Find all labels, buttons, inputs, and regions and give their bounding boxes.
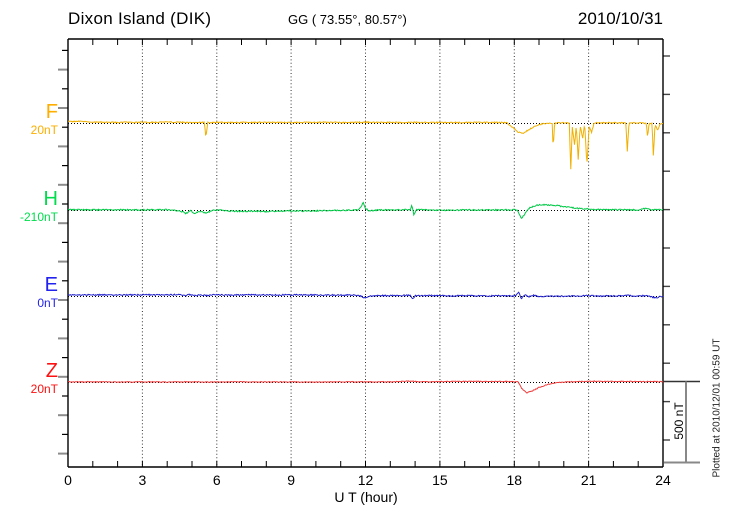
channel-baseline-value: 20nT (30, 123, 58, 137)
channel-letter: Z (45, 360, 58, 382)
channel-label-E: E 0nT (0, 274, 58, 311)
channel-label-H: H -210nT (0, 188, 58, 225)
x-tick-label: 18 (506, 472, 523, 488)
channel-letter: E (44, 274, 58, 296)
x-axis-title: U T (hour) (334, 489, 398, 505)
channel-label-F: F 20nT (0, 101, 58, 138)
channel-letter: F (45, 101, 58, 123)
plot-date: 2010/10/31 (577, 9, 663, 28)
station-coordinates: GG ( 73.55°, 80.57°) (288, 12, 407, 27)
station-title: Dixon Island (DIK) (68, 9, 212, 28)
channel-baseline-value: -210nT (19, 210, 58, 224)
channel-baseline-value: 0nT (37, 296, 58, 310)
channel-letter: H (43, 188, 58, 210)
x-tick-label: 3 (138, 472, 147, 488)
x-tick-label: 24 (655, 472, 671, 488)
channel-label-Z: Z 20nT (0, 360, 58, 397)
x-tick-label: 9 (287, 472, 296, 488)
x-tick-label: 12 (357, 472, 374, 488)
scale-bar-label: 500 nT (672, 402, 686, 440)
plotted-timestamp-note: Plotted at 2010/12/01 00:59 UT (711, 338, 723, 478)
x-tick-label: 0 (64, 472, 72, 488)
x-tick-label: 21 (580, 472, 597, 488)
channel-baseline-value: 20nT (30, 382, 58, 396)
x-tick-label: 15 (432, 472, 448, 488)
x-tick-label: 6 (212, 472, 221, 488)
